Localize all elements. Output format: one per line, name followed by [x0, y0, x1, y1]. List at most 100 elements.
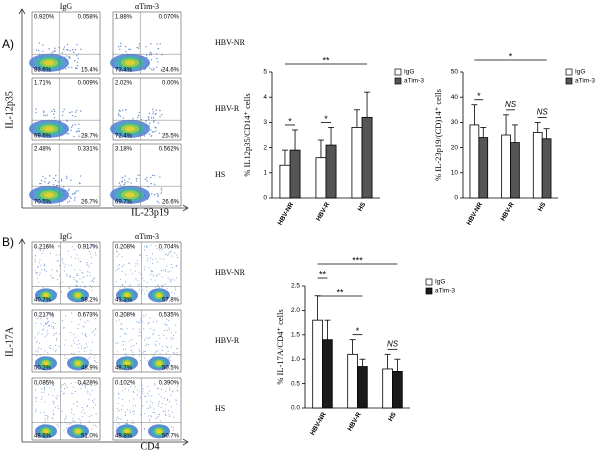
event-dot [52, 410, 54, 412]
event-dot [91, 279, 93, 281]
event-dot [94, 334, 96, 336]
event-dot [39, 259, 41, 261]
event-dot [148, 67, 151, 69]
event-dot [50, 274, 52, 276]
event-dot [156, 417, 158, 419]
event-dot [119, 45, 122, 47]
row-label: HBV-R [215, 336, 240, 345]
event-dot [142, 388, 144, 390]
event-dot [46, 415, 48, 417]
event-dot [55, 174, 57, 177]
event-dot [44, 336, 46, 338]
event-dot [87, 271, 89, 273]
event-dot [146, 177, 148, 179]
event-dot [61, 259, 63, 261]
event-dot [56, 271, 58, 273]
event-dot [122, 328, 124, 330]
event-dot [119, 381, 121, 383]
event-dot [83, 326, 85, 328]
event-dot [65, 68, 67, 70]
event-dot [56, 184, 59, 187]
event-dot [36, 277, 39, 279]
event-dot [122, 398, 124, 400]
event-dot [44, 114, 47, 117]
event-dot [155, 351, 157, 353]
event-dot [47, 182, 50, 185]
event-dot [52, 384, 54, 386]
event-dot [88, 251, 90, 253]
event-dot [158, 343, 160, 345]
significance-label: * [324, 114, 328, 124]
event-dot [164, 410, 166, 412]
event-dot [71, 345, 73, 347]
event-dot [65, 175, 68, 177]
event-dot [74, 390, 77, 393]
event-dot [34, 269, 36, 272]
density [124, 293, 130, 298]
event-dot [84, 385, 87, 387]
event-dot [36, 273, 38, 275]
event-dot [70, 126, 73, 129]
event-dot [56, 279, 59, 281]
x-tick-label: HS [387, 411, 398, 423]
event-dot [44, 350, 46, 352]
event-dot [130, 349, 132, 351]
event-dot [71, 193, 74, 195]
event-dot [145, 54, 148, 56]
event-dot [116, 408, 118, 410]
event-dot [157, 195, 159, 198]
event-dot [69, 49, 71, 52]
event-dot [71, 393, 73, 395]
quadrant-value: 70.5% [34, 200, 52, 206]
event-dot [143, 293, 146, 295]
event-dot [157, 415, 159, 417]
event-dot [76, 401, 78, 403]
event-dot [171, 266, 173, 269]
event-dot [91, 385, 93, 387]
event-dot [44, 401, 46, 403]
event-dot [166, 265, 168, 267]
event-dot [154, 245, 156, 247]
quadrant-value: 28.7% [81, 134, 99, 140]
event-dot [132, 328, 134, 330]
significance-label: * [477, 91, 481, 101]
event-dot [64, 418, 66, 420]
event-dot [150, 59, 152, 61]
event-dot [167, 398, 169, 400]
significance-label: * [288, 116, 292, 126]
event-dot [133, 391, 135, 393]
column-label: αTim-3 [135, 2, 159, 11]
event-dot [66, 48, 68, 51]
event-dot [143, 350, 145, 352]
event-dot [53, 177, 55, 180]
event-dot [78, 135, 80, 137]
event-dot [48, 48, 50, 50]
event-dot [172, 351, 174, 353]
event-dot [82, 272, 84, 274]
event-dot [48, 313, 50, 315]
event-dot [158, 393, 160, 395]
quadrant-value: 3.18% [115, 147, 133, 153]
event-dot [39, 312, 41, 315]
density [75, 293, 81, 298]
event-dot [153, 329, 155, 331]
event-dot [153, 174, 156, 177]
event-dot [158, 400, 161, 403]
event-dot [47, 393, 49, 395]
event-dot [34, 261, 36, 263]
event-dot [90, 286, 93, 288]
event-dot [76, 280, 78, 282]
event-dot [154, 384, 156, 386]
event-dot [62, 186, 65, 188]
event-dot [35, 409, 37, 411]
event-dot [66, 386, 68, 388]
bar [501, 134, 511, 199]
quadrant-value: 26.7% [81, 200, 99, 206]
event-dot [72, 420, 74, 422]
flow-plot: 0.085% 0.428% 48.6% 51.0% [31, 377, 101, 441]
event-dot [173, 334, 175, 337]
event-dot [55, 349, 57, 351]
event-dot [47, 325, 49, 327]
event-dot [71, 111, 73, 113]
event-dot [58, 346, 60, 348]
